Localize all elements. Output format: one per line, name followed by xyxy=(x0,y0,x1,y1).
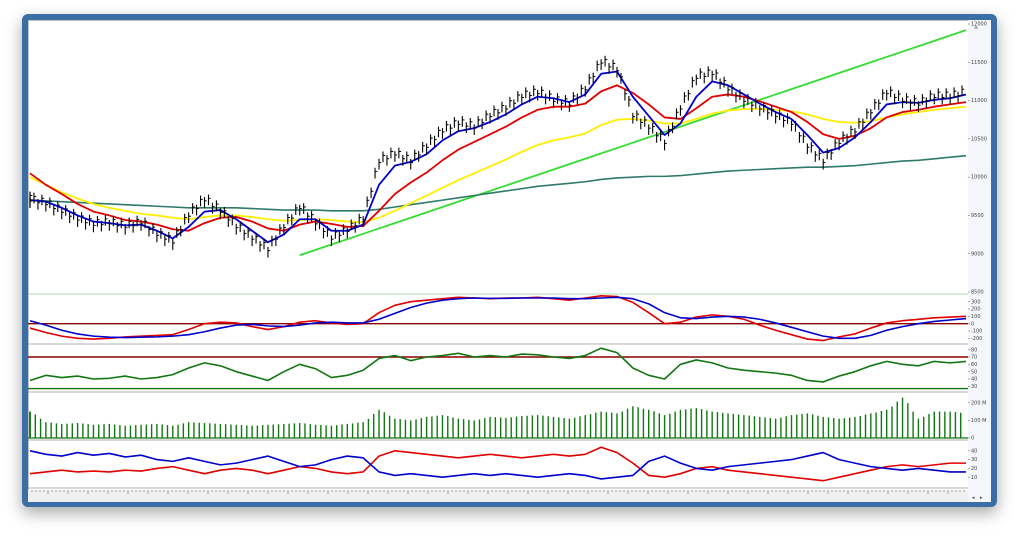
y-tick-label: 50 xyxy=(971,369,977,375)
y-tick-label: 200 M xyxy=(971,400,986,406)
y-tick-label: 70 xyxy=(971,355,977,361)
y-tick-label: 200 xyxy=(971,307,981,313)
y-tick-label: 0 xyxy=(971,321,974,327)
y-tick-label: 8500 xyxy=(971,290,984,296)
y-tick-label: 60 xyxy=(971,362,977,368)
chart-canvas: 12000 11500 11000 10500 10000 9500 9000 8500 300… xyxy=(28,20,991,502)
nav-right-icon[interactable]: ▸ xyxy=(980,495,983,501)
y-tick-label: 0 xyxy=(971,436,974,442)
y-tick-label: 30 xyxy=(971,457,977,463)
y-tick-label: 300 xyxy=(971,299,981,305)
plot-border xyxy=(28,20,969,491)
ma-slow-line xyxy=(29,105,967,224)
y-tick-label: 10 xyxy=(971,475,977,481)
y-tick-label: 100 xyxy=(971,314,981,320)
y-tick-label: -200 xyxy=(971,336,982,342)
y-tick-label: 40 xyxy=(971,448,977,454)
chart-window-frame: 12000 11500 11000 10500 10000 9500 9000 8500 300… xyxy=(22,14,997,507)
y-tick-label: 11500 xyxy=(971,60,987,66)
y-tick-label: 9000 xyxy=(971,251,984,257)
ma-long-line xyxy=(29,154,967,212)
y-tick-label: 30 xyxy=(971,384,977,390)
window-marker-icon: ≥ xyxy=(974,25,978,31)
date-axis-strip xyxy=(28,490,968,502)
right-axis-panel xyxy=(968,20,991,502)
macd-line xyxy=(29,295,967,342)
y-tick-label: 10500 xyxy=(971,136,987,142)
nav-left-icon[interactable]: ◂ xyxy=(972,495,975,501)
y-tick-label: 10000 xyxy=(971,175,987,181)
y-tick-label: 80 xyxy=(971,347,977,353)
chart-svg[interactable]: 1200011500110001050010000950090008500300… xyxy=(28,20,991,502)
y-tick-label: 40 xyxy=(971,377,977,383)
di-minus-line xyxy=(29,446,966,482)
y-tick-label: 12000 xyxy=(971,22,987,28)
y-tick-label: 20 xyxy=(971,466,977,472)
rsi-line xyxy=(29,347,967,383)
y-tick-label: 9500 xyxy=(971,213,984,219)
macd-signal-line xyxy=(29,296,967,340)
ma-mid-line xyxy=(29,84,967,232)
y-tick-label: 11000 xyxy=(971,98,987,104)
trendline xyxy=(299,29,967,257)
y-tick-label: -100 xyxy=(971,329,982,335)
y-tick-label: 100 M xyxy=(971,418,986,424)
di-plus-line xyxy=(29,450,966,480)
